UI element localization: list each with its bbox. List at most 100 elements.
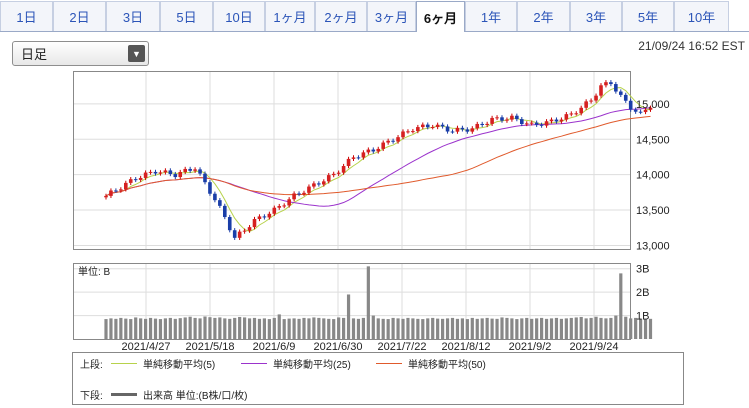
x-tick-label: 2021/9/24	[570, 341, 619, 352]
volume-bar	[584, 318, 588, 339]
tab-9[interactable]: 1年	[465, 1, 517, 31]
volume-bar	[544, 318, 549, 339]
volume-bar	[356, 318, 361, 339]
volume-bar	[475, 318, 479, 339]
candle-body	[594, 95, 598, 101]
ma-line-50	[105, 115, 651, 197]
tab-7[interactable]: 3ヶ月	[367, 1, 416, 31]
tab-1[interactable]: 2日	[53, 1, 106, 31]
volume-bar	[193, 317, 197, 339]
volume-bar	[292, 318, 296, 339]
candle-body	[277, 206, 282, 208]
candle-body	[554, 119, 559, 122]
volume-bar	[604, 318, 608, 339]
volume-bar	[396, 318, 400, 339]
volume-bar	[530, 318, 534, 339]
volume-bar	[178, 318, 182, 339]
volume-bar	[158, 319, 163, 339]
candle-body	[510, 115, 514, 120]
volume-bar	[317, 317, 321, 339]
candle-body	[124, 182, 128, 190]
candle-body	[638, 111, 643, 113]
candle-body	[628, 100, 633, 110]
tab-10[interactable]: 2年	[517, 1, 570, 31]
candle-body	[411, 131, 415, 133]
legend-upper-label: 上段:	[80, 360, 103, 371]
volume-bar	[322, 318, 326, 339]
candle-body	[435, 124, 440, 128]
candle-body	[470, 128, 475, 132]
candle-body	[203, 173, 207, 183]
tab-5[interactable]: 1ヶ月	[265, 1, 315, 31]
candle-body	[292, 193, 296, 200]
tab-3[interactable]: 5日	[160, 1, 213, 31]
volume-bar	[267, 319, 271, 339]
candle-body	[539, 124, 544, 126]
tab-4[interactable]: 10日	[213, 1, 265, 31]
tab-13[interactable]: 10年	[674, 1, 729, 31]
candle-body	[282, 205, 286, 207]
x-tick-label: 2021/4/27	[122, 341, 171, 352]
candle-body	[643, 109, 648, 113]
price-tick-label: 14,000	[636, 170, 670, 182]
period-select[interactable]: 日足 ▼	[12, 41, 149, 66]
candle-body	[307, 186, 311, 193]
candle-body	[396, 137, 400, 142]
volume-bar	[148, 317, 153, 339]
tab-12[interactable]: 5年	[622, 1, 674, 31]
volume-bar	[218, 317, 222, 339]
period-tabs: 1日 2日 3日 5日 10日 1ヶ月 2ヶ月 3ヶ月 6ヶ月 1年 2年 3年 5年 10年	[0, 0, 749, 32]
volume-bar	[421, 319, 425, 339]
candle-body	[475, 123, 480, 129]
candle-body	[574, 113, 579, 115]
candle-body	[376, 148, 381, 152]
volume-bar	[460, 318, 464, 339]
volume-bar	[262, 318, 266, 339]
candle-body	[623, 94, 628, 101]
price-chart: 15,000 14,500 14,000 13,500 13,000 2021/4/27 2…	[73, 71, 670, 352]
tab-2[interactable]: 3日	[106, 1, 160, 31]
tab-8[interactable]: 6ヶ月	[416, 1, 465, 32]
volume-bar	[411, 318, 415, 339]
candle-body	[371, 149, 376, 152]
x-tick-label: 2021/6/9	[253, 341, 296, 352]
volume-bar	[252, 317, 257, 339]
volume-bar	[203, 316, 207, 339]
legend: 上段: 単純移動平均(5) 単純移動平均(25) 単純移動平均(50) 下段: …	[72, 352, 684, 405]
candle-body	[584, 101, 588, 108]
ma50-swatch	[376, 363, 402, 364]
volume-bar	[351, 318, 356, 339]
volume-bar	[436, 318, 440, 339]
candle-body	[346, 158, 351, 167]
volume-bar	[208, 317, 212, 339]
candle-body	[198, 169, 202, 174]
candle-body	[178, 172, 183, 178]
volume-bar	[450, 317, 455, 339]
candle-body	[158, 172, 163, 174]
volume-bar	[520, 318, 524, 339]
candle-body	[500, 117, 504, 121]
candle-body	[287, 199, 291, 206]
tab-11[interactable]: 3年	[570, 1, 622, 31]
candle-body	[564, 114, 569, 120]
volume-bar	[168, 317, 172, 339]
candle-body	[272, 207, 277, 214]
ma25-swatch	[241, 363, 267, 364]
volume-bar	[188, 316, 192, 339]
candle-body	[604, 82, 608, 86]
volume-bar	[386, 319, 390, 339]
tab-0[interactable]: 1日	[0, 1, 53, 31]
tab-6[interactable]: 2ヶ月	[315, 1, 367, 31]
volume-bar	[599, 317, 603, 339]
candle-body	[559, 119, 564, 122]
candle-body	[208, 182, 212, 194]
candle-body	[619, 91, 623, 95]
candle-body	[336, 172, 341, 174]
volume-bar	[153, 318, 158, 339]
volume-bar	[515, 319, 519, 339]
chevron-down-icon[interactable]: ▼	[128, 45, 145, 62]
candle-body	[143, 172, 148, 178]
volume-bar	[282, 319, 286, 339]
candle-body	[168, 170, 173, 175]
volume-bar	[624, 316, 628, 339]
